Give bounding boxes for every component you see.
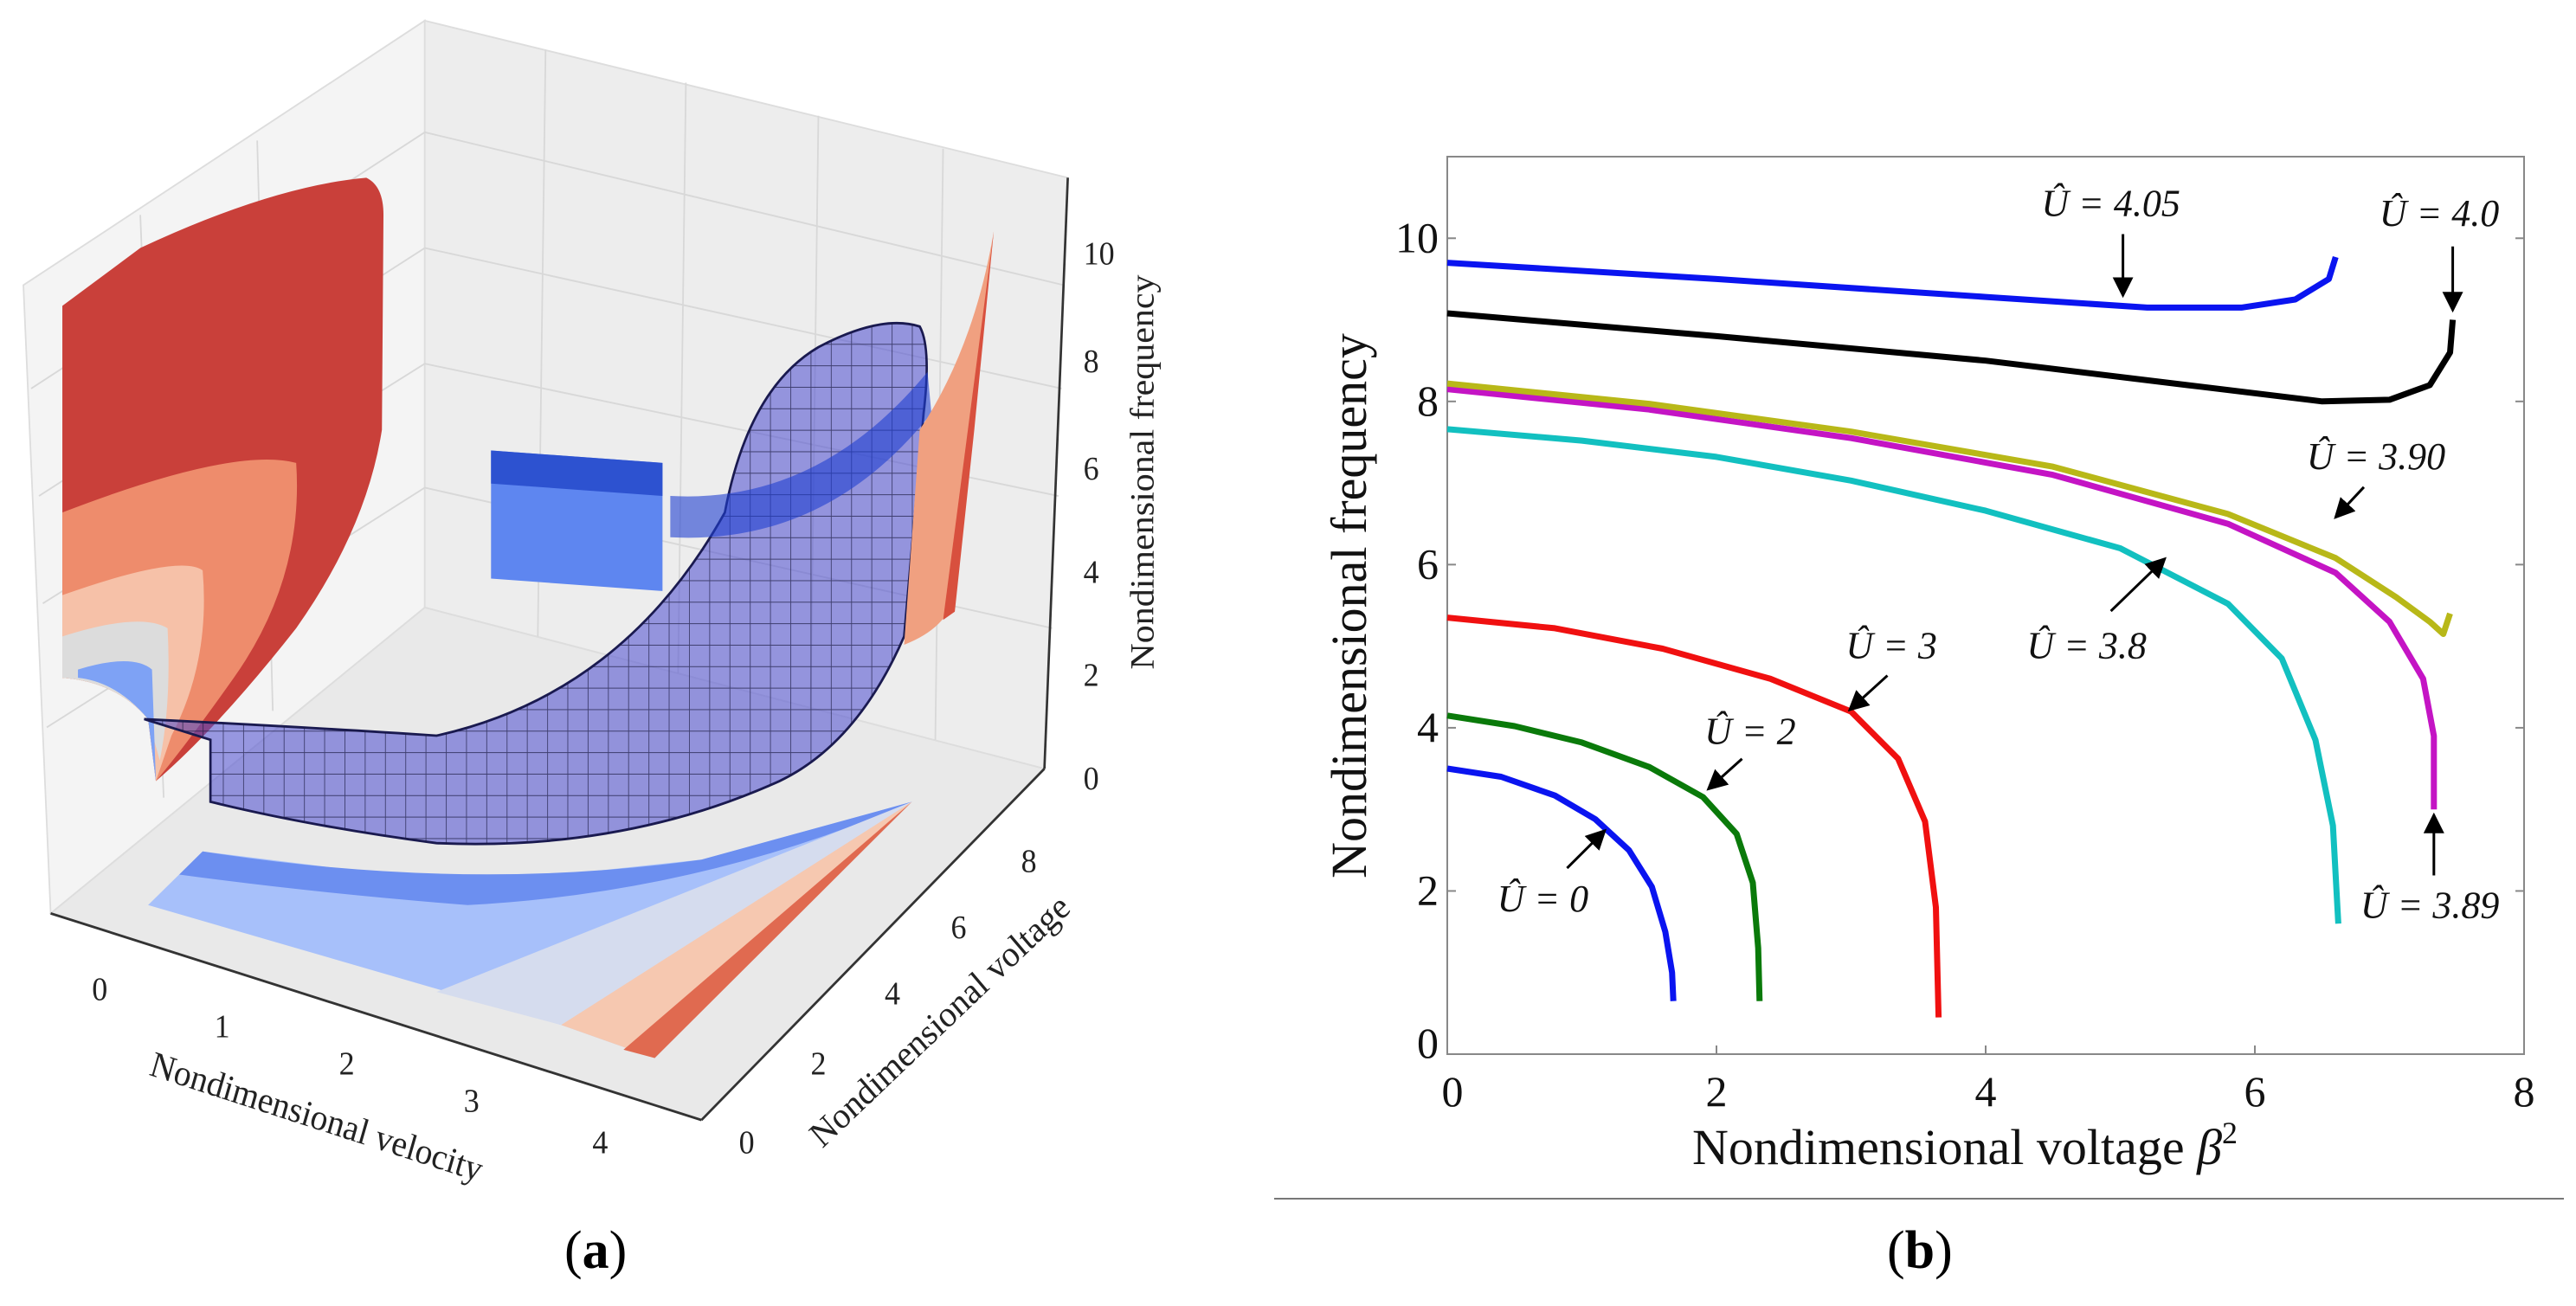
x-tick-label: 4 bbox=[592, 1124, 608, 1161]
right-wall-contours bbox=[904, 231, 995, 645]
blue-band-back-dark bbox=[491, 450, 663, 497]
y-tick-label: 8 bbox=[1021, 844, 1037, 880]
annotation-label: Û = 2 bbox=[1704, 711, 1795, 753]
annotation-arrow bbox=[1847, 674, 1889, 712]
annotation-label: Û = 4.05 bbox=[2041, 183, 2180, 225]
right-wall-contours-dark bbox=[943, 231, 995, 621]
annotation-label: Û = 3.89 bbox=[2360, 884, 2499, 926]
x-axis-label: Nondimensional voltage β2 bbox=[1692, 1116, 2238, 1175]
annotation-label: Û = 3 bbox=[1845, 625, 1936, 667]
x-tick-label: 2 bbox=[339, 1046, 355, 1083]
series-line bbox=[1446, 310, 2457, 405]
annotations: Û = 0 Û = 2 Û = 3 Û = 3.8 Û = 3.89 Û = 3.90 Û … bbox=[1497, 183, 2500, 927]
y-tick-label: 0 bbox=[739, 1124, 755, 1161]
annotation-label: Û = 0 bbox=[1497, 878, 1588, 920]
z-tick-label: 10 bbox=[1084, 236, 1115, 273]
x-tick-label: 2 bbox=[1706, 1067, 1728, 1116]
z-axis-label: Nondimensional frequency bbox=[1124, 274, 1162, 670]
axis-lines bbox=[50, 177, 1069, 1122]
floor-contours bbox=[148, 801, 912, 1058]
caption-b: (b) bbox=[1887, 1221, 1953, 1280]
z-tick-label: 8 bbox=[1084, 344, 1099, 380]
y-tick-label: 4 bbox=[885, 975, 900, 1012]
annotation-label: Û = 4.0 bbox=[2380, 192, 2499, 235]
x-tick-label: 6 bbox=[2244, 1067, 2266, 1116]
blue-band-front bbox=[670, 371, 932, 538]
z-tick-label: 4 bbox=[1084, 554, 1099, 590]
series-line bbox=[1446, 712, 1763, 1001]
x-tick-label: 0 bbox=[1442, 1067, 1464, 1116]
x-tick-labels: 0 1 2 3 4 bbox=[92, 972, 608, 1161]
series-line bbox=[1446, 386, 2438, 810]
x-tick-label: 4 bbox=[1975, 1067, 1997, 1116]
z-tick-label: 2 bbox=[1084, 658, 1099, 694]
annotation-arrow bbox=[2334, 486, 2366, 519]
caption-a: (a) bbox=[564, 1221, 628, 1280]
series bbox=[1446, 255, 2457, 1018]
y-tick-label: 2 bbox=[1417, 865, 1439, 914]
x-tick-label: 1 bbox=[215, 1009, 230, 1045]
annotation-label: Û = 3.90 bbox=[2307, 435, 2445, 478]
divider-line bbox=[1274, 1198, 2564, 1200]
series-line bbox=[1446, 255, 2339, 311]
x-tick-label: 0 bbox=[92, 972, 107, 1008]
series-line bbox=[1446, 426, 2341, 924]
y-tick-label: 0 bbox=[1417, 1019, 1439, 1067]
ticks: 0 2 4 6 8 0 2 4 6 8 10 bbox=[1395, 213, 2535, 1116]
annotation-label: Û = 3.8 bbox=[2026, 625, 2146, 667]
series-line bbox=[1446, 765, 1677, 1001]
y-tick-labels: 0 2 4 6 8 bbox=[739, 844, 1037, 1161]
z-tick-labels: 0 2 4 6 8 10 bbox=[1084, 236, 1115, 798]
mesh-surface bbox=[144, 321, 928, 846]
series-line bbox=[1446, 380, 2453, 637]
series-line bbox=[1446, 614, 1942, 1018]
y-tick-label: 8 bbox=[1417, 376, 1439, 425]
y-tick-label: 2 bbox=[810, 1046, 826, 1083]
y-axis-label: Nondimensional frequency bbox=[1321, 333, 1377, 878]
x-tick-label: 3 bbox=[464, 1084, 480, 1120]
left-wall-contours bbox=[62, 177, 384, 782]
annotation-arrow bbox=[1566, 828, 1607, 870]
y-tick-label: 6 bbox=[1417, 539, 1439, 588]
y-tick-label: 10 bbox=[1395, 213, 1439, 261]
y-tick-label: 4 bbox=[1417, 703, 1439, 751]
z-tick-label: 0 bbox=[1084, 761, 1099, 797]
y-tick-label: 6 bbox=[951, 910, 967, 946]
z-tick-label: 6 bbox=[1084, 451, 1099, 487]
annotation-arrow bbox=[2109, 556, 2167, 613]
annotation-arrow bbox=[1706, 757, 1743, 791]
x-tick-label: 8 bbox=[2514, 1067, 2535, 1116]
